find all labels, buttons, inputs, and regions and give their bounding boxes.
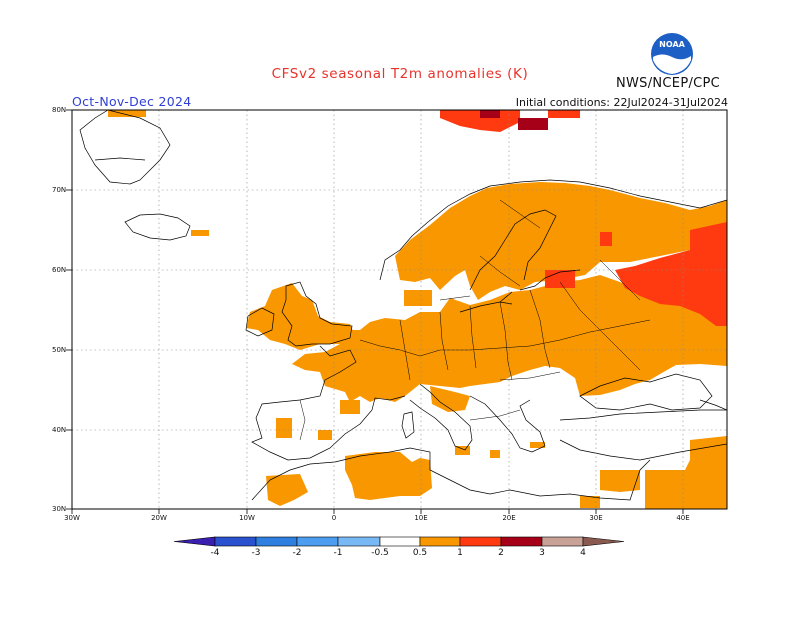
agency-label: NWS/NCEP/CPC (616, 76, 721, 91)
lon-label: 40E (676, 514, 690, 522)
anomaly-region-2-3 (480, 110, 548, 130)
lat-label: 80N (52, 106, 67, 114)
logo-text: NOAA (659, 40, 685, 49)
initial-conditions: Initial conditions: 22Jul2024-31Jul2024 (515, 96, 728, 109)
lon-label: 10W (239, 514, 255, 522)
lon-label: 30W (64, 514, 80, 522)
colorbar-swatch (459, 536, 502, 547)
forecast-period: Oct-Nov-Dec 2024 (72, 94, 192, 109)
lon-label: 10E (414, 514, 428, 522)
colorbar-label: 2 (498, 548, 504, 558)
colorbar-swatch (500, 536, 543, 547)
colorbar-label: -1 (333, 548, 343, 558)
graticule (72, 110, 727, 509)
noaa-logo (651, 33, 693, 75)
map-frame (71, 109, 728, 510)
colorbar-label: 0.5 (412, 548, 428, 558)
colorbar-swatch (296, 536, 339, 547)
anomaly-region-0p5-1 (108, 110, 727, 509)
colorbar-label: -3 (251, 548, 261, 558)
country-borders (299, 199, 651, 441)
lon-label: 20E (502, 514, 516, 522)
colorbar-swatch (214, 536, 257, 547)
lon-label: 0 (331, 514, 337, 522)
coastlines (79, 110, 727, 501)
lat-label: 60N (52, 266, 67, 274)
axis-ticks (66, 109, 684, 514)
colorbar-label: 1 (457, 548, 463, 558)
colorbar-swatch (255, 536, 298, 547)
colorbar-swatch (582, 536, 625, 547)
colorbar-swatch (173, 536, 216, 547)
chart-title: CFSv2 seasonal T2m anomalies (K) (271, 66, 529, 82)
lat-label: 50N (52, 346, 67, 354)
colorbar-label: -0.5 (371, 548, 389, 558)
lon-label: 20W (151, 514, 167, 522)
colorbar-swatch (379, 536, 421, 547)
colorbar-swatch (419, 536, 461, 547)
colorbar-swatch (337, 536, 381, 547)
colorbar-label: -2 (292, 548, 302, 558)
colorbar-label: 4 (580, 548, 586, 558)
lat-label: 40N (52, 426, 67, 434)
lat-label: 30N (52, 505, 67, 513)
colorbar-label: 3 (539, 548, 545, 558)
lon-label: 30E (589, 514, 603, 522)
lat-label: 70N (52, 186, 67, 194)
colorbar-label: -4 (210, 548, 220, 558)
colorbar-swatch (541, 536, 584, 547)
